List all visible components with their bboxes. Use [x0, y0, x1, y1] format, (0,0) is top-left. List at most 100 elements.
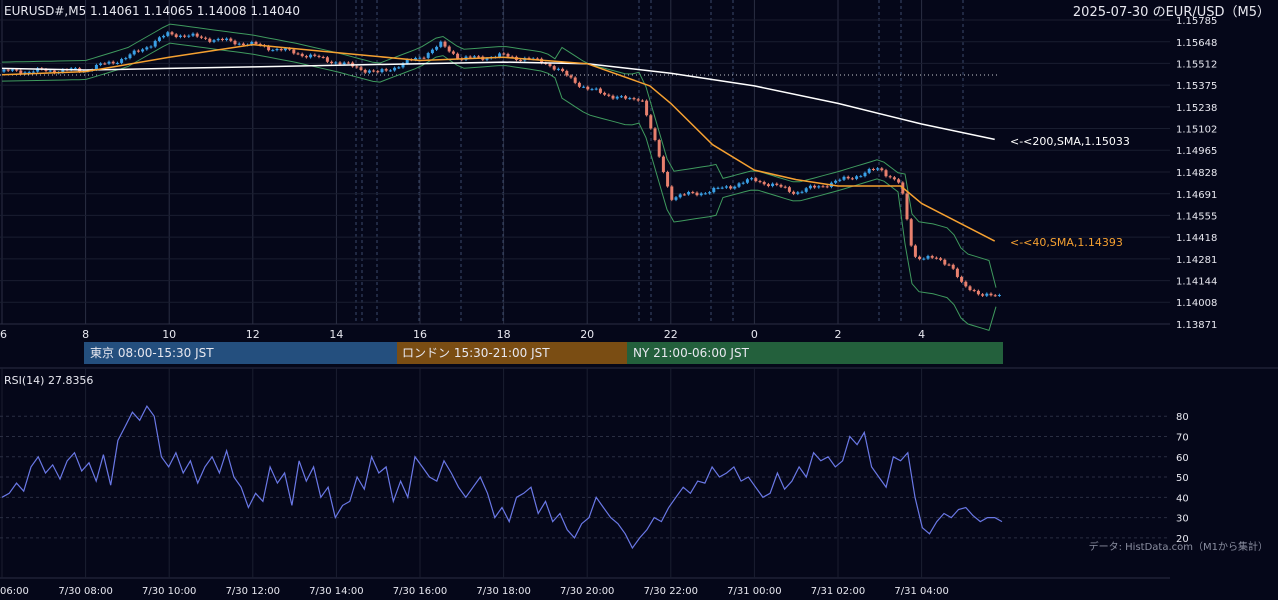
candle-body [439, 41, 443, 47]
candle-body [691, 192, 695, 194]
candle-body [993, 295, 997, 297]
x-tick-label: 0 [751, 328, 758, 341]
candle-body [598, 88, 602, 93]
candle-body [729, 186, 733, 189]
candle-body [892, 177, 896, 180]
candle-body [405, 59, 409, 64]
candle-body [897, 179, 901, 183]
session-ny-bar [627, 342, 1003, 364]
candle-body [951, 264, 955, 269]
rsi-line [1, 404, 1003, 550]
candle-body [296, 53, 300, 55]
y-tick-label: 1.14144 [1176, 277, 1217, 288]
candle-body [758, 181, 762, 183]
candle-body [212, 40, 216, 42]
candle-body [6, 69, 10, 71]
candle-body [775, 183, 779, 185]
candle-body [619, 96, 623, 98]
candle-body [48, 70, 52, 72]
candle-body [834, 180, 838, 183]
candle-body [237, 43, 241, 45]
symbol-line: EURUSD#,M5 1.14061 1.14065 1.14008 1.140… [4, 4, 300, 18]
candle-body [502, 53, 506, 55]
candle-body [561, 68, 565, 72]
y-tick-label: 1.14008 [1176, 298, 1217, 309]
candle-body [934, 257, 938, 259]
candle-body [825, 186, 829, 188]
rsi-title: RSI(14) 27.8356 [4, 374, 93, 387]
candle-body [254, 41, 258, 44]
candle-body [145, 47, 149, 50]
x-tick-label: 8 [82, 328, 89, 341]
candle-body [443, 41, 447, 47]
candle-body [334, 62, 338, 64]
candle-body [741, 182, 745, 184]
candle-body [283, 48, 287, 51]
candle-body [141, 49, 145, 52]
candle-body [603, 92, 607, 95]
candle-body [783, 186, 787, 188]
candle-body [703, 193, 707, 195]
candle-body [115, 62, 119, 64]
rsi-panel: 80 70 60 50 40 30 20 [0, 404, 1189, 550]
candle-body [157, 37, 161, 41]
candle-body [174, 34, 178, 37]
candle-body [876, 168, 880, 170]
candle-body [321, 56, 325, 58]
candle-body [498, 53, 502, 58]
candle-body [19, 70, 23, 74]
candle-body [120, 59, 124, 63]
candle-body [981, 294, 985, 296]
candle-body [220, 38, 224, 41]
y-tick-label: 1.15785 [1176, 16, 1217, 27]
y-tick-label: 1.14281 [1176, 255, 1217, 266]
candle-body [813, 185, 817, 188]
candle-body [195, 33, 199, 37]
candle-body [61, 69, 65, 73]
candle-body [997, 294, 1001, 296]
rsi-x-tick-label: 7/30 18:00 [476, 586, 530, 597]
candle-body [556, 68, 560, 70]
candle-body [779, 184, 783, 187]
candle-body [136, 50, 140, 52]
candle-body [913, 245, 917, 257]
candle-body [229, 38, 233, 41]
sma200-line [1, 61, 995, 141]
rsi-tick-label: 60 [1176, 453, 1189, 464]
x-tick-label: 14 [329, 328, 343, 341]
candle-body [279, 48, 283, 51]
rsi-x-tick-label: 7/31 04:00 [894, 586, 948, 597]
candle-body [128, 54, 132, 59]
rsi-tick-label: 70 [1176, 432, 1189, 443]
candle-body [506, 53, 510, 57]
candle-body [111, 61, 115, 64]
candle-body [867, 168, 871, 173]
candle-body [363, 69, 367, 73]
candle-body [582, 86, 586, 88]
rsi-x-tick-label: 7/30 20:00 [560, 586, 614, 597]
candle-body [972, 290, 976, 292]
candle-body [27, 71, 31, 73]
candle-body [976, 290, 980, 295]
y-tick-label: 1.15102 [1176, 124, 1217, 135]
candle-body [271, 50, 275, 52]
candle-body [170, 32, 174, 35]
candle-body [44, 69, 48, 71]
candle-body [640, 100, 644, 102]
candle-body [670, 186, 674, 200]
x-tick-label: 4 [918, 328, 925, 341]
y-tick-label: 1.14691 [1176, 190, 1217, 201]
y-tick-label: 1.14418 [1176, 233, 1217, 244]
candle-body [577, 82, 581, 87]
candle-body [989, 293, 993, 296]
candle-body [397, 67, 401, 69]
candle-body [724, 186, 728, 188]
candle-body [699, 193, 703, 196]
candle-body [985, 293, 989, 296]
session-ny-label: NY 21:00-06:00 JST [633, 346, 750, 360]
y-tick-label: 1.15238 [1176, 103, 1217, 114]
candle-body [922, 258, 926, 260]
candle-body [796, 192, 800, 194]
candle-body [527, 57, 531, 60]
candle-body [804, 188, 808, 192]
